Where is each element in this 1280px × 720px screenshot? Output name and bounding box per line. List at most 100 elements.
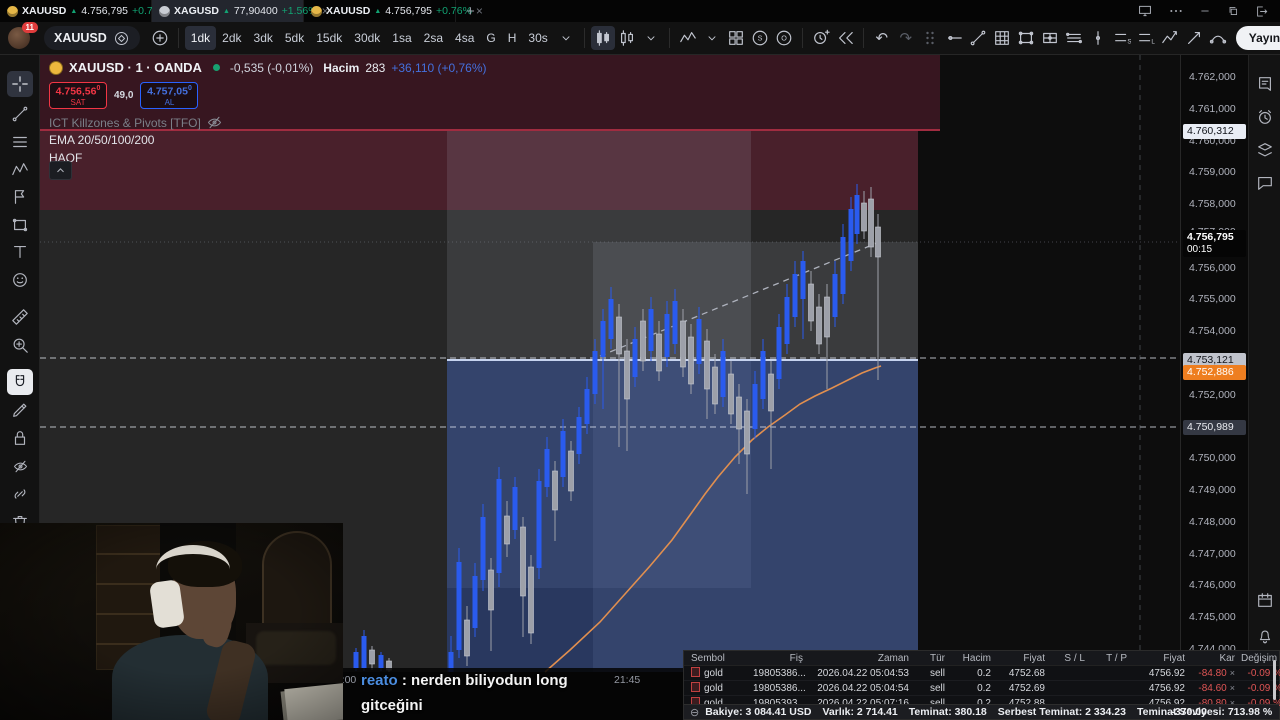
timeframe-15dk[interactable]: 15dk	[316, 31, 343, 45]
link-tool[interactable]	[7, 481, 33, 507]
symbol-tab-xauusd-2[interactable]: XAUUSD ▲ 4.756,795 +0.76% ×	[304, 0, 483, 22]
layout-button[interactable]	[724, 26, 748, 50]
more-options-icon[interactable]	[1169, 8, 1183, 14]
chart-style-candles-button[interactable]	[590, 26, 615, 50]
trendline-drawing[interactable]	[599, 242, 878, 357]
short-position-tool[interactable]: S	[1110, 26, 1134, 50]
timeframe-3dk[interactable]: 3dk	[253, 31, 273, 45]
chart-style-alt-button[interactable]	[615, 26, 639, 50]
indicator-ema[interactable]: EMA 20/50/100/200	[49, 133, 155, 147]
lock-drawings[interactable]	[7, 425, 33, 451]
panel-scrollbar[interactable]	[1273, 660, 1276, 700]
create-alert-button[interactable]	[809, 26, 833, 50]
indicator-hidden-icon[interactable]	[207, 115, 222, 130]
long-position-tool[interactable]: L	[1134, 26, 1158, 50]
rotated-rect-tool[interactable]	[1038, 26, 1062, 50]
timeframe-30s[interactable]: 30s	[528, 31, 548, 45]
timeframe-G[interactable]: G	[486, 31, 496, 45]
close-tab-icon[interactable]: ×	[475, 4, 483, 18]
undo-button[interactable]: ↶	[875, 29, 889, 47]
column-header-profit[interactable]: Kar	[1219, 652, 1235, 664]
curve-tool[interactable]	[1206, 26, 1230, 50]
column-header-price[interactable]: Fiyat	[1023, 652, 1045, 664]
object-tree-icon[interactable]	[1254, 139, 1276, 161]
emoji-tool[interactable]	[7, 267, 33, 293]
timeframe-30dk[interactable]: 30dk	[354, 31, 381, 45]
indicator-ict[interactable]: ICT Killzones & Pivots [TFO]	[49, 115, 222, 130]
symbol-tab-xauusd-0[interactable]: XAUUSD▲4.756,795+0.76%×	[0, 0, 179, 22]
magnet-mode[interactable]	[7, 369, 33, 395]
price-axis[interactable]: 4.762,000 4.761,000 4.760,000 4.759,000 4.75…	[1180, 55, 1248, 720]
alert-templates-button[interactable]: O	[772, 26, 796, 50]
shapes-tool[interactable]	[7, 212, 33, 238]
zigzag-tool[interactable]	[1158, 26, 1182, 50]
close-position-icon[interactable]: ×	[1229, 667, 1235, 678]
minimize-icon[interactable]	[1199, 5, 1211, 17]
rectangle-quick-tool[interactable]	[1014, 26, 1038, 50]
fib-retracement-tool[interactable]	[7, 129, 33, 155]
timeframe-1dk[interactable]: 1dk	[184, 26, 217, 50]
horizontal-ray-tool[interactable]	[942, 26, 966, 50]
timeframe-2dk[interactable]: 2dk	[222, 31, 242, 45]
close-position-icon[interactable]: ×	[1229, 697, 1235, 708]
multi-monitor-icon[interactable]	[1137, 4, 1153, 18]
vertical-line-tool[interactable]	[1086, 26, 1110, 50]
compare-add-button[interactable]	[148, 26, 172, 50]
chart-style-expand-icon[interactable]	[639, 26, 663, 50]
position-row-0[interactable]: gold 19805386... 2026.04.22 05:04:53 sell 0.…	[684, 666, 1280, 681]
trend-line-tool[interactable]	[7, 101, 33, 127]
timeframe-5dk[interactable]: 5dk	[284, 31, 305, 45]
pattern-tool[interactable]	[7, 157, 33, 183]
symbol-search[interactable]: XAUUSD	[44, 26, 140, 50]
toolbar-drag-handle[interactable]	[918, 26, 942, 50]
bar-replay-button[interactable]	[833, 26, 857, 50]
redo-button[interactable]: ↷	[899, 29, 913, 47]
trend-line-quick-tool[interactable]	[966, 26, 990, 50]
timeframe-expand-icon[interactable]	[554, 26, 578, 50]
close-tab-icon[interactable]: ×	[321, 4, 329, 18]
text-tool[interactable]	[7, 239, 33, 265]
symbol-title[interactable]: XAUUSD · 1 · OANDA	[69, 60, 202, 75]
sell-button[interactable]: 4.756,560 SAT	[49, 82, 107, 109]
exit-app-icon[interactable]	[1255, 5, 1268, 18]
alerts-icon[interactable]	[1254, 106, 1276, 128]
legend-collapse-button[interactable]	[49, 161, 72, 180]
column-header-ticket[interactable]: Fiş	[789, 652, 803, 664]
column-header-sl[interactable]: S / L	[1064, 652, 1085, 664]
chat-icon[interactable]	[1254, 172, 1276, 194]
restore-window-icon[interactable]	[1227, 5, 1239, 17]
drawing-mode[interactable]	[7, 397, 33, 423]
column-header-tp[interactable]: T / P	[1106, 652, 1127, 664]
measure-tool[interactable]	[7, 304, 33, 330]
column-header-symbol[interactable]: Sembol	[691, 652, 725, 664]
templates-button[interactable]: S	[748, 26, 772, 50]
trend-arrow-tool[interactable]	[1182, 26, 1206, 50]
watchlist-icon[interactable]	[1254, 73, 1276, 95]
column-header-current[interactable]: Fiyat	[1163, 652, 1185, 664]
timeframe-1sa[interactable]: 1sa	[392, 31, 412, 45]
notifications-icon[interactable]	[1254, 625, 1276, 647]
zoom-in-tool[interactable]	[7, 332, 33, 358]
timeframe-H[interactable]: H	[507, 31, 517, 45]
user-avatar[interactable]: 11	[8, 22, 38, 49]
calendar-icon[interactable]	[1254, 589, 1276, 611]
crosshair-tool[interactable]	[7, 71, 33, 97]
timeframe-2sa[interactable]: 2sa	[423, 31, 444, 45]
close-position-icon[interactable]: ×	[1229, 682, 1235, 693]
forecast-tool[interactable]	[7, 184, 33, 210]
indicators-button[interactable]	[676, 26, 700, 50]
hide-drawings[interactable]	[7, 453, 33, 479]
column-header-type[interactable]: Tür	[930, 652, 945, 664]
buy-button[interactable]: 4.757,050 AL	[140, 82, 199, 109]
timeframe-4sa[interactable]: 4sa	[455, 31, 475, 45]
publish-button[interactable]: Yayınla	[1235, 26, 1280, 50]
chart-canvas[interactable]	[40, 55, 1180, 720]
parallel-channel-tool[interactable]	[1062, 26, 1086, 50]
column-header-time[interactable]: Zaman	[877, 652, 909, 664]
column-header-volume[interactable]: Hacim	[962, 652, 991, 664]
fib-grid-tool[interactable]	[990, 26, 1014, 50]
symbol-tab-xagusd-1[interactable]: XAGUSD ▲ 77,90400 +1.56% ×	[152, 0, 329, 22]
indicators-expand-icon[interactable]	[700, 26, 724, 50]
new-tab-button[interactable]: +	[466, 2, 475, 20]
collapse-panel-icon[interactable]: ⊖	[690, 706, 700, 719]
